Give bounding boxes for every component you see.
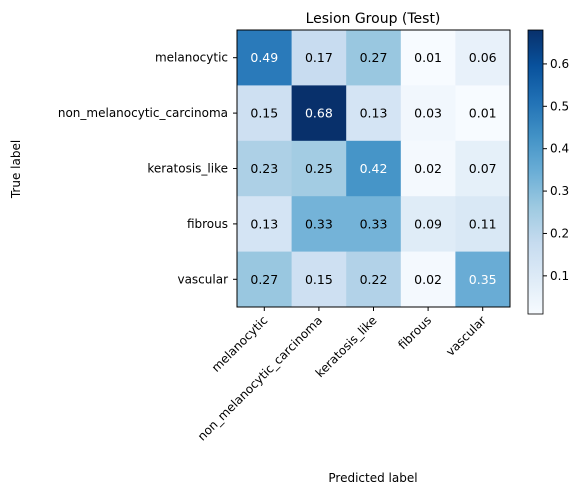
cell-value-label: 0.25 bbox=[305, 161, 333, 176]
heatmap-cell bbox=[237, 140, 293, 197]
x-tick-label: vascular bbox=[443, 313, 489, 359]
heatmap-cell bbox=[400, 251, 456, 308]
cell-value-label: 0.68 bbox=[305, 106, 333, 121]
cell-value-label: 0.09 bbox=[414, 216, 442, 231]
cell-value-label: 0.23 bbox=[250, 161, 278, 176]
heatmap-cell bbox=[237, 30, 293, 86]
heatmap-cell bbox=[400, 196, 456, 253]
colorbar bbox=[527, 29, 544, 315]
colorbar-tick-label: 0.5 bbox=[550, 99, 569, 113]
cell-value-label: 0.13 bbox=[360, 106, 388, 121]
heatmap-cell bbox=[237, 85, 293, 142]
cell-value-label: 0.01 bbox=[469, 106, 497, 121]
cell-value-label: 0.02 bbox=[414, 161, 442, 176]
heatmap-cell bbox=[400, 140, 456, 197]
heatmap-cell bbox=[291, 30, 347, 86]
heatmap-cell bbox=[455, 140, 511, 197]
x-axis-label: Predicted label bbox=[328, 471, 417, 485]
heatmap-cell bbox=[455, 196, 511, 253]
cell-value-label: 0.13 bbox=[250, 216, 278, 231]
heatmap-cell bbox=[455, 30, 511, 86]
chart-title: Lesion Group (Test) bbox=[306, 11, 441, 27]
colorbar-tick-label: 0.3 bbox=[550, 184, 569, 198]
heatmap-cell bbox=[291, 140, 347, 197]
cell-value-label: 0.15 bbox=[305, 272, 333, 287]
heatmap-cell-labels: 0.49 0.17 0.27 0.01 0.06 0.15 0.68 0.13 0.03 0.01… bbox=[250, 50, 496, 287]
heatmap-cell bbox=[346, 85, 402, 142]
cell-value-label: 0.22 bbox=[360, 272, 388, 287]
cell-value-label: 0.33 bbox=[305, 216, 333, 231]
y-tick-label: fibrous bbox=[187, 217, 228, 231]
cell-value-label: 0.07 bbox=[469, 161, 497, 176]
cell-value-label: 0.17 bbox=[305, 50, 333, 65]
x-tick-label: fibrous bbox=[395, 313, 434, 352]
colorbar-tick-label: 0.4 bbox=[550, 142, 569, 156]
y-tick-label: vascular bbox=[177, 272, 228, 286]
heatmap-cell bbox=[291, 251, 347, 308]
colorbar-tick-label: 0.2 bbox=[550, 226, 569, 240]
cell-value-label: 0.49 bbox=[250, 50, 278, 65]
cell-value-label: 0.33 bbox=[360, 216, 388, 231]
y-tick-label: keratosis_like bbox=[147, 162, 228, 176]
heatmap-cell bbox=[346, 30, 402, 86]
heatmap-cell bbox=[400, 85, 456, 142]
heatmap-cell bbox=[237, 196, 293, 253]
cell-value-label: 0.02 bbox=[414, 272, 442, 287]
heatmap-cell bbox=[455, 85, 511, 142]
cell-value-label: 0.03 bbox=[414, 106, 442, 121]
heatmap-cell bbox=[400, 30, 456, 86]
cell-value-label: 0.27 bbox=[360, 50, 388, 65]
colorbar-tick-label: 0.1 bbox=[550, 269, 569, 283]
cell-value-label: 0.42 bbox=[360, 161, 388, 176]
colorbar-tick-label: 0.6 bbox=[550, 57, 569, 71]
colorbar-ticks: 0.1 0.2 0.3 0.4 0.5 0.6 bbox=[543, 57, 569, 283]
cell-value-label: 0.27 bbox=[250, 272, 278, 287]
heatmap-cell bbox=[346, 196, 402, 253]
cell-value-label: 0.15 bbox=[250, 106, 278, 121]
heatmap-cells bbox=[237, 30, 511, 308]
y-tick-label: melanocytic bbox=[155, 51, 228, 65]
heatmap-cell bbox=[455, 251, 511, 308]
x-tick-label: melanocytic bbox=[209, 313, 271, 375]
cell-value-label: 0.06 bbox=[469, 50, 497, 65]
y-axis-ticks: melanocytic non_melanocytic_carcinomakera… bbox=[58, 51, 237, 286]
y-axis-label: True label bbox=[9, 140, 23, 199]
cell-value-label: 0.11 bbox=[469, 216, 497, 231]
x-axis-ticks: melanocyticnon_melanocytic_carcinomakera… bbox=[195, 307, 489, 443]
heatmap-cell bbox=[237, 251, 293, 308]
cell-value-label: 0.35 bbox=[469, 272, 497, 287]
cell-value-label: 0.01 bbox=[414, 50, 442, 65]
heatmap-cell bbox=[291, 85, 347, 142]
heatmap-cell bbox=[291, 196, 347, 253]
y-tick-label: non_melanocytic_carcinoma bbox=[58, 106, 228, 120]
heatmap-cell bbox=[346, 251, 402, 308]
heatmap-cell bbox=[346, 140, 402, 197]
